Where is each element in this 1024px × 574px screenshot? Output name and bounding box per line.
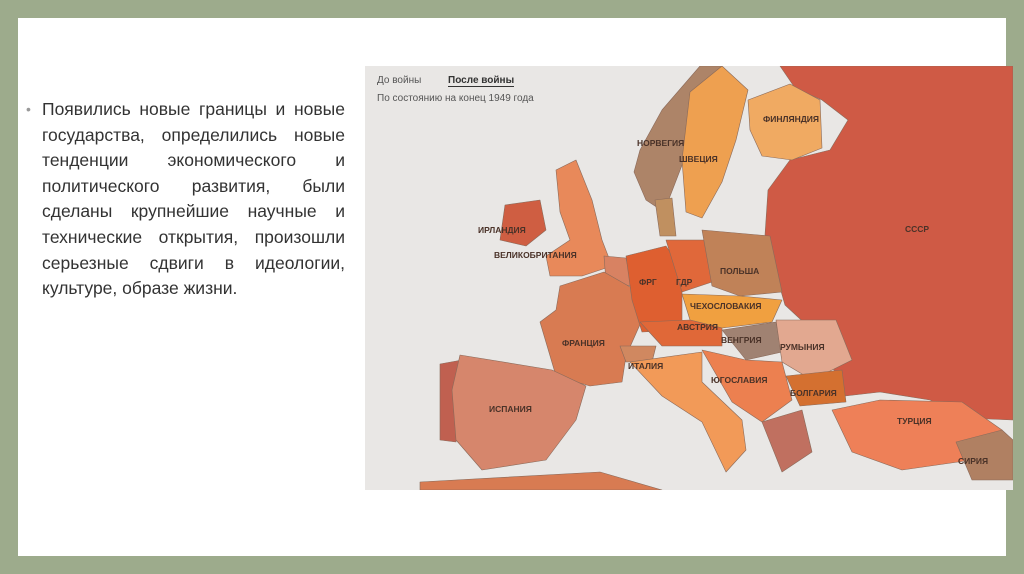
label-turkey: ТУРЦИЯ: [897, 416, 932, 426]
bullet-paragraph: • Появились новые границы и новые госуда…: [26, 97, 345, 302]
bullet-text: Появились новые границы и новые государс…: [42, 99, 345, 299]
country-denmark: [654, 197, 677, 237]
country-yugoslavia: [701, 349, 793, 423]
bullet-icon: •: [26, 101, 31, 117]
label-syria: СИРИЯ: [958, 456, 988, 466]
label-yugoslavia: ЮГОСЛАВИЯ: [711, 375, 767, 385]
label-poland: ПОЛЬША: [720, 266, 759, 276]
label-ireland: ИРЛАНДИЯ: [478, 225, 526, 235]
label-italy: ИТАЛИЯ: [628, 361, 663, 371]
country-ireland: [499, 199, 547, 247]
country-italy: [629, 351, 747, 473]
country-romania: [775, 319, 853, 381]
north-africa: [419, 471, 663, 490]
label-czechoslovakia: ЧЕХОСЛОВАКИЯ: [690, 301, 761, 311]
country-bulgaria: [785, 369, 847, 407]
label-uk: ВЕЛИКОБРИТАНИЯ: [494, 250, 577, 260]
tab-after-war[interactable]: После войны: [448, 75, 515, 87]
country-greece: [761, 409, 813, 473]
label-sweden: ШВЕЦИЯ: [679, 154, 718, 164]
label-ussr: СССР: [905, 224, 929, 234]
map-subtitle: По состоянию на конец 1949 года: [377, 93, 534, 104]
label-romania: РУМЫНИЯ: [780, 342, 825, 352]
country-poland: [701, 229, 783, 297]
map-svg: СССР ФИНЛЯНДИЯ НОРВЕГИЯ ШВЕЦИЯ ИРЛАНДИЯ …: [419, 66, 1013, 490]
country-spain: [451, 354, 587, 471]
label-hungary: ВЕНГРИЯ: [721, 335, 762, 345]
label-gdr: ГДР: [676, 277, 693, 287]
country-finland: [747, 83, 823, 161]
country-austria: [639, 319, 723, 347]
tab-before-war[interactable]: До войны: [377, 75, 422, 86]
label-finland: ФИНЛЯНДИЯ: [763, 114, 819, 124]
europe-map: СССР ФИНЛЯНДИЯ НОРВЕГИЯ ШВЕЦИЯ ИРЛАНДИЯ …: [365, 66, 1013, 490]
country-sweden: [681, 66, 749, 219]
label-bulgaria: БОЛГАРИЯ: [790, 388, 837, 398]
country-syria: [955, 429, 1013, 481]
label-austria: АВСТРИЯ: [677, 322, 718, 332]
country-france: [539, 271, 643, 387]
country-uk: [545, 159, 613, 277]
label-frg: ФРГ: [639, 277, 657, 287]
label-spain: ИСПАНИЯ: [489, 404, 532, 414]
label-norway: НОРВЕГИЯ: [637, 138, 684, 148]
label-france: ФРАНЦИЯ: [562, 338, 605, 348]
